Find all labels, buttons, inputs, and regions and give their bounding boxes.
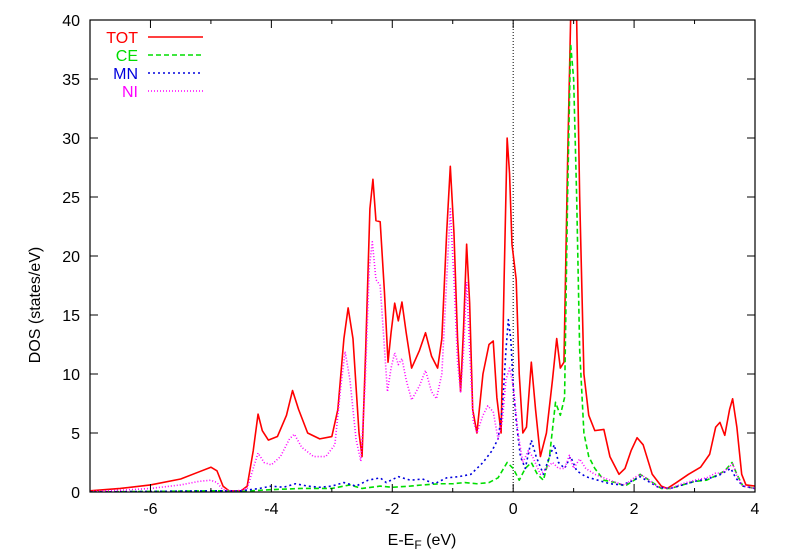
y-tick-label: 0	[71, 485, 80, 502]
x-axis-title-subscript: F	[414, 538, 421, 552]
plot-frame	[89, 19, 756, 493]
plot-area	[90, 20, 755, 492]
x-tick-label: 4	[751, 501, 760, 518]
x-axis-title: E-EF (eV)	[388, 532, 457, 552]
y-tick-label: 35	[62, 72, 80, 89]
x-tick-label: -4	[264, 501, 278, 518]
y-tick-label: 15	[62, 308, 80, 325]
legend-label-tot: TOT	[106, 30, 138, 47]
y-tick-label: 25	[62, 190, 80, 207]
x-tick-label: 2	[630, 501, 639, 518]
series-line-ni	[90, 208, 755, 492]
y-axis-title: DOS (states/eV)	[27, 247, 44, 363]
x-tick-label: -6	[143, 501, 157, 518]
x-axis-title-main: E-E	[388, 532, 415, 549]
x-axis-title-unit: (eV)	[422, 532, 457, 549]
legend-label-mn: MN	[113, 66, 138, 83]
y-tick-label: 30	[62, 131, 80, 148]
y-tick-label: 40	[62, 13, 80, 30]
y-tick-label: 20	[62, 249, 80, 266]
x-tick-label: 0	[509, 501, 518, 518]
series-line-tot	[90, 20, 755, 492]
series-line-mn	[90, 318, 755, 492]
series-line-ce	[90, 42, 755, 492]
y-tick-label: 5	[71, 426, 80, 443]
x-tick-label: -2	[385, 501, 399, 518]
legend-label-ce: CE	[116, 48, 138, 65]
y-tick-label: 10	[62, 367, 80, 384]
legend-label-ni: NI	[122, 84, 138, 101]
